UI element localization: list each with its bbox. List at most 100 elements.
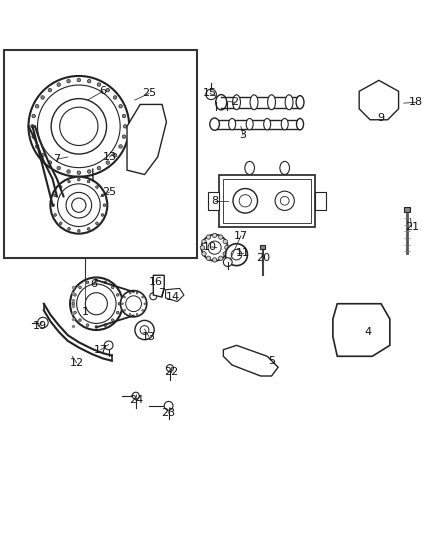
Circle shape <box>104 341 113 350</box>
Ellipse shape <box>250 95 258 110</box>
Circle shape <box>86 281 89 284</box>
Text: 1: 1 <box>82 308 89 318</box>
Circle shape <box>77 284 116 324</box>
Ellipse shape <box>245 161 254 174</box>
Circle shape <box>122 114 126 118</box>
Text: 22: 22 <box>164 367 178 377</box>
Circle shape <box>68 228 71 230</box>
Text: 16: 16 <box>148 277 162 287</box>
Circle shape <box>57 83 60 86</box>
Circle shape <box>95 222 98 224</box>
Circle shape <box>104 324 106 326</box>
Text: 7: 7 <box>53 154 60 164</box>
Text: 25: 25 <box>102 187 117 197</box>
Circle shape <box>111 286 114 289</box>
Circle shape <box>121 303 124 304</box>
Text: 5: 5 <box>268 356 275 366</box>
Circle shape <box>202 252 206 256</box>
Circle shape <box>87 228 90 230</box>
Text: 18: 18 <box>409 97 423 107</box>
Circle shape <box>113 154 117 157</box>
Polygon shape <box>127 104 166 174</box>
Ellipse shape <box>381 100 390 113</box>
Text: 11: 11 <box>236 248 250 259</box>
Circle shape <box>97 166 101 170</box>
Circle shape <box>117 311 119 314</box>
Ellipse shape <box>229 118 236 130</box>
Circle shape <box>60 107 98 146</box>
Circle shape <box>206 235 211 239</box>
Ellipse shape <box>264 118 271 130</box>
Ellipse shape <box>285 95 293 110</box>
Circle shape <box>201 235 228 261</box>
Text: 24: 24 <box>129 395 143 405</box>
Circle shape <box>223 252 227 256</box>
Text: 13: 13 <box>102 152 117 162</box>
Circle shape <box>226 244 247 265</box>
Circle shape <box>117 294 119 296</box>
Circle shape <box>233 189 258 213</box>
Text: 6: 6 <box>91 279 98 289</box>
Circle shape <box>140 326 149 334</box>
Circle shape <box>103 204 106 206</box>
Text: 6: 6 <box>99 86 106 96</box>
Polygon shape <box>223 345 278 376</box>
Circle shape <box>68 180 71 183</box>
Circle shape <box>51 99 106 154</box>
Circle shape <box>57 166 60 170</box>
Circle shape <box>132 392 139 399</box>
Circle shape <box>231 249 242 260</box>
Circle shape <box>219 235 223 239</box>
Circle shape <box>129 313 131 315</box>
Circle shape <box>77 171 81 174</box>
Circle shape <box>200 246 205 250</box>
Bar <box>404 207 410 212</box>
Circle shape <box>54 214 57 216</box>
Circle shape <box>50 177 107 233</box>
Circle shape <box>79 286 81 289</box>
Circle shape <box>104 281 106 284</box>
Bar <box>223 179 311 223</box>
Circle shape <box>129 292 131 294</box>
Text: 23: 23 <box>162 408 176 418</box>
Circle shape <box>144 303 145 304</box>
Circle shape <box>212 258 217 262</box>
Text: 2: 2 <box>231 97 238 107</box>
Text: 14: 14 <box>166 292 180 302</box>
Circle shape <box>126 296 141 312</box>
Ellipse shape <box>233 95 240 110</box>
Circle shape <box>142 310 144 311</box>
Circle shape <box>142 296 144 298</box>
Bar <box>219 174 315 227</box>
Circle shape <box>219 256 223 261</box>
Circle shape <box>166 365 173 372</box>
Circle shape <box>106 88 110 92</box>
Circle shape <box>88 170 91 173</box>
Circle shape <box>74 311 76 314</box>
Ellipse shape <box>210 118 219 130</box>
Circle shape <box>113 96 117 99</box>
Circle shape <box>223 258 232 266</box>
Circle shape <box>206 256 211 261</box>
Circle shape <box>353 319 366 332</box>
Circle shape <box>87 180 90 183</box>
Circle shape <box>79 319 81 321</box>
Text: 8: 8 <box>211 196 218 206</box>
Text: 17: 17 <box>94 345 108 355</box>
Circle shape <box>346 312 372 339</box>
Text: 25: 25 <box>142 88 156 99</box>
Polygon shape <box>166 288 184 302</box>
Ellipse shape <box>296 96 304 109</box>
Polygon shape <box>359 80 399 120</box>
Circle shape <box>124 125 127 128</box>
Circle shape <box>358 325 378 344</box>
Circle shape <box>74 294 76 296</box>
Circle shape <box>38 317 48 328</box>
Circle shape <box>136 313 138 315</box>
Circle shape <box>225 246 229 250</box>
Ellipse shape <box>367 92 378 108</box>
Circle shape <box>239 195 251 207</box>
Circle shape <box>223 239 227 244</box>
Circle shape <box>28 76 129 177</box>
Circle shape <box>60 222 62 224</box>
